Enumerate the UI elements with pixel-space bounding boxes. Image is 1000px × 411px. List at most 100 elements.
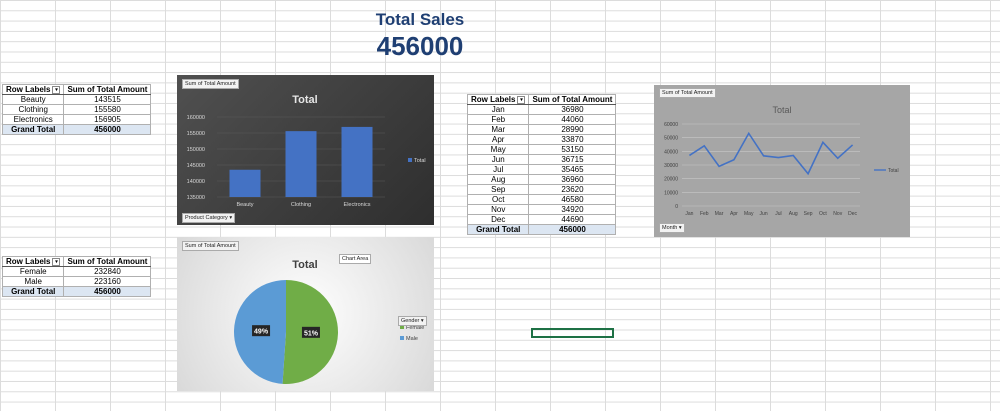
pivot-row[interactable]: Apr 33870 <box>466 134 617 145</box>
pivot-grand-total-row[interactable]: Grand Total 456000 <box>466 224 617 235</box>
pivot-cell[interactable]: Sep <box>466 184 530 195</box>
bar-clothing <box>285 131 317 197</box>
pie-legend-swatch <box>400 325 404 329</box>
pivot-cell[interactable]: 35465 <box>528 164 617 175</box>
pivot-cell[interactable]: 34920 <box>528 204 617 215</box>
pivot-cell[interactable]: 36960 <box>528 174 617 185</box>
pivot-header-cell[interactable]: Sum of Total Amount <box>528 94 617 105</box>
pivot-header-cell[interactable]: Row Labels ▾ <box>1 256 65 267</box>
pivot-cell[interactable]: 36715 <box>528 154 617 165</box>
pivot-row[interactable]: Jul 35465 <box>466 164 617 175</box>
pivot-row[interactable]: Clothing 155580 <box>1 104 152 115</box>
pivot-cell[interactable]: 23620 <box>528 184 617 195</box>
pivot-row[interactable]: Oct 46580 <box>466 194 617 205</box>
pivot-cell[interactable]: 143515 <box>63 94 152 105</box>
pivot-row[interactable]: Female 232840 <box>1 266 152 277</box>
pivot-cell[interactable]: Jul <box>466 164 530 175</box>
pivot-row[interactable]: Male 223160 <box>1 276 152 287</box>
selected-cell[interactable] <box>531 328 614 338</box>
pivot-table-gender[interactable]: Row Labels ▾ Sum of Total Amount Female 2328… <box>1 256 152 297</box>
line-chart-title: Total <box>772 105 791 115</box>
pivot-cell[interactable]: Female <box>1 266 65 277</box>
pivot-cell[interactable]: May <box>466 144 530 155</box>
pivot-cell[interactable]: Apr <box>466 134 530 145</box>
filter-dropdown-icon[interactable]: ▾ <box>517 95 526 104</box>
pivot-row[interactable]: Aug 36960 <box>466 174 617 185</box>
pivot-row[interactable]: Jan 36980 <box>466 104 617 115</box>
pie-data-label-box <box>252 325 271 337</box>
pivot-header-label: Row Labels <box>6 85 51 94</box>
filter-dropdown-icon[interactable]: ▾ <box>52 257 61 266</box>
line-y-tick-label: 40000 <box>664 149 678 155</box>
line-chart-field-button[interactable]: Sum of Total Amount <box>659 88 716 98</box>
pivot-cell[interactable]: 44690 <box>528 214 617 225</box>
pivot-cell[interactable]: Feb <box>466 114 530 125</box>
pivot-cell[interactable]: Male <box>1 276 65 287</box>
pivot-cell[interactable]: 28990 <box>528 124 617 135</box>
pivot-header-cell[interactable]: Row Labels ▾ <box>1 84 65 95</box>
line-chart[interactable]: Sum of Total Amount Total 60000 50000 40000… <box>654 85 910 237</box>
pivot-grand-total-row[interactable]: Grand Total 456000 <box>1 286 152 297</box>
pivot-cell[interactable]: 223160 <box>63 276 152 287</box>
pivot-cell[interactable]: 36980 <box>528 104 617 115</box>
pivot-row[interactable]: Sep 23620 <box>466 184 617 195</box>
pie-data-label: 49% <box>254 329 269 336</box>
pivot-cell[interactable]: Aug <box>466 174 530 185</box>
pivot-header-cell[interactable]: Row Labels ▾ <box>466 94 530 105</box>
bar-chart[interactable]: Sum of Total Amount Total 160000 155000 150… <box>177 75 434 225</box>
pivot-cell[interactable]: Clothing <box>1 104 65 115</box>
pivot-row[interactable]: Nov 34920 <box>466 204 617 215</box>
pivot-grand-total-cell[interactable]: Grand Total <box>1 286 65 297</box>
pivot-cell[interactable]: Oct <box>466 194 530 205</box>
pivot-cell[interactable]: 53150 <box>528 144 617 155</box>
pivot-cell[interactable]: Jan <box>466 104 530 115</box>
dropdown-arrow-icon: ▾ <box>678 225 682 231</box>
pie-chart-field-button[interactable]: Sum of Total Amount <box>182 241 239 251</box>
pivot-row[interactable]: Jun 36715 <box>466 154 617 165</box>
line-x-tick-label: Nov <box>833 211 842 217</box>
pivot-grand-total-cell[interactable]: 456000 <box>63 124 152 135</box>
pivot-row[interactable]: Feb 44060 <box>466 114 617 125</box>
pivot-cell[interactable]: Mar <box>466 124 530 135</box>
bar-chart-field-button[interactable]: Sum of Total Amount <box>182 79 239 89</box>
pivot-cell[interactable]: Electronics <box>1 114 65 125</box>
pivot-grand-total-row[interactable]: Grand Total 456000 <box>1 124 152 135</box>
pivot-row[interactable]: Mar 28990 <box>466 124 617 135</box>
pivot-grand-total-cell[interactable]: Grand Total <box>466 224 530 235</box>
line-chart-axis-button[interactable]: Month ▾ <box>659 223 685 233</box>
pivot-grand-total-cell[interactable]: Grand Total <box>1 124 65 135</box>
pivot-row[interactable]: May 53150 <box>466 144 617 155</box>
pivot-row[interactable]: Beauty 143515 <box>1 94 152 105</box>
pie-chart[interactable]: Sum of Total Amount Chart Area Total 51% 4… <box>177 237 434 391</box>
filter-dropdown-icon[interactable]: ▾ <box>52 85 61 94</box>
pivot-cell[interactable]: 232840 <box>63 266 152 277</box>
line-x-tick-label: Apr <box>730 211 738 217</box>
pivot-header-row: Row Labels ▾ Sum of Total Amount <box>1 256 152 267</box>
pivot-cell[interactable]: Jun <box>466 154 530 165</box>
pivot-cell[interactable]: 44060 <box>528 114 617 125</box>
pivot-header-row: Row Labels ▾ Sum of Total Amount <box>1 84 152 95</box>
pivot-grand-total-cell[interactable]: 456000 <box>63 286 152 297</box>
total-sales-value: 456000 <box>376 31 464 61</box>
pivot-cell[interactable]: 156905 <box>63 114 152 125</box>
pivot-table-category[interactable]: Row Labels ▾ Sum of Total Amount Beauty 1435… <box>1 84 152 135</box>
pivot-table-month[interactable]: Row Labels ▾ Sum of Total Amount Jan 36980 Fe… <box>466 94 617 235</box>
pie-chart-legend-button[interactable]: Gender ▾ <box>398 316 427 326</box>
pivot-cell[interactable]: Nov <box>466 204 530 215</box>
pivot-cell[interactable]: Dec <box>466 214 530 225</box>
pivot-cell[interactable]: 155580 <box>63 104 152 115</box>
pivot-cell[interactable]: 46580 <box>528 194 617 205</box>
pivot-row[interactable]: Dec 44690 <box>466 214 617 225</box>
bar-y-tick-label: 155000 <box>187 131 205 137</box>
line-x-tick-label: Jun <box>760 211 768 217</box>
pivot-header-label: Row Labels <box>6 257 51 266</box>
pivot-cell[interactable]: Beauty <box>1 94 65 105</box>
pie-legend-title: Gender <box>401 318 420 324</box>
pivot-grand-total-cell[interactable]: 456000 <box>528 224 617 235</box>
pivot-row[interactable]: Electronics 156905 <box>1 114 152 125</box>
bar-chart-axis-button[interactable]: Product Category ▾ <box>182 213 236 223</box>
pivot-header-cell[interactable]: Sum of Total Amount <box>63 84 152 95</box>
pivot-header-cell[interactable]: Sum of Total Amount <box>63 256 152 267</box>
bar-y-tick-label: 140000 <box>187 179 205 185</box>
pivot-cell[interactable]: 33870 <box>528 134 617 145</box>
